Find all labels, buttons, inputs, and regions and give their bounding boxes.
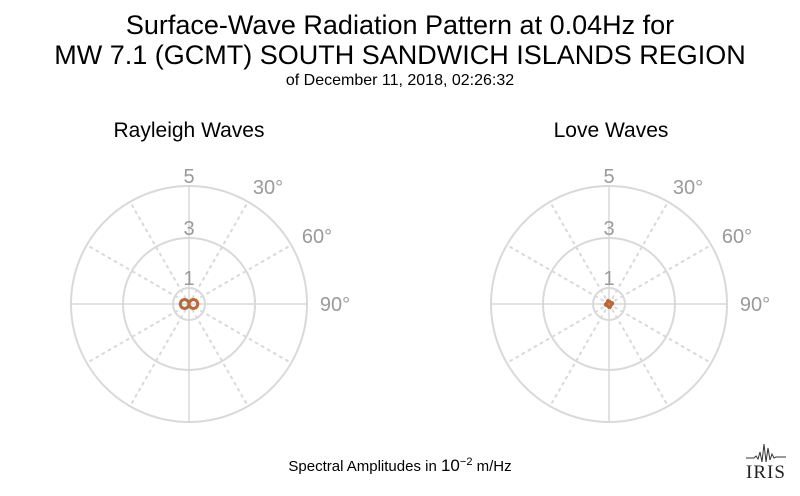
footer-base: 10: [440, 456, 460, 475]
chart-title-line-2: MW 7.1 (GCMT) SOUTH SANDWICH ISLANDS REG…: [54, 40, 746, 70]
footer-prefix: Spectral Amplitudes in: [288, 458, 441, 475]
love-spoke-300: [505, 244, 610, 305]
rayleigh-angle-tick-60: 60°: [302, 226, 332, 248]
love-angle-tick-90: 90°: [740, 294, 770, 316]
love-angle-tick-30: 30°: [673, 177, 703, 199]
rayleigh-spoke-120: [188, 303, 293, 364]
love-spoke-330: [549, 200, 610, 305]
footer-unit: m/Hz: [472, 458, 512, 475]
love-ring-5: [490, 185, 728, 423]
rayleigh-spoke-30: [188, 200, 249, 305]
love-spoke-240: [505, 303, 610, 364]
seismogram-icon: [746, 443, 786, 463]
love-ring-3: [542, 237, 676, 371]
title-block: Surface-Wave Radiation Pattern at 0.04Hz…: [0, 10, 800, 92]
rayleigh-radial-tick-3: 3: [183, 218, 194, 240]
love-panel-title: Love Waves: [553, 119, 669, 142]
iris-logo: IRIS: [744, 440, 788, 486]
love-radial-tick-1: 1: [603, 268, 614, 290]
love-spoke-210: [549, 303, 610, 408]
rayleigh-spoke-60: [188, 244, 293, 305]
rayleigh-angle-tick-30: 30°: [253, 177, 283, 199]
rayleigh-spoke-240: [85, 303, 190, 364]
love-angle-tick-60: 60°: [722, 226, 752, 248]
love-radial-tick-5: 5: [603, 166, 614, 188]
rayleigh-ring-3: [122, 237, 256, 371]
rayleigh-spoke-300: [85, 244, 190, 305]
rayleigh-spoke-330: [129, 200, 190, 305]
rayleigh-radiation-pattern-0: [178, 297, 200, 311]
rayleigh-radial-tick-1: 1: [183, 268, 194, 290]
love-spoke-30: [608, 200, 669, 305]
iris-logo-text: IRIS: [746, 462, 786, 483]
love-ring-1: [592, 287, 626, 321]
love-spoke-120: [608, 303, 713, 364]
love-spoke-60: [608, 244, 713, 305]
rayleigh-panel-title: Rayleigh Waves: [113, 119, 265, 142]
footer-exponent: −2: [459, 456, 473, 468]
rayleigh-ring-5: [70, 185, 308, 423]
rayleigh-ring-1: [172, 287, 206, 321]
chart-title-line-1: Surface-Wave Radiation Pattern at 0.04Hz…: [125, 10, 675, 40]
rayleigh-radial-tick-5: 5: [183, 166, 194, 188]
rayleigh-spoke-150: [188, 303, 249, 408]
spectral-amplitudes-note: Spectral Amplitudes in 10−2 m/Hz: [0, 456, 800, 476]
love-radial-tick-3: 3: [603, 218, 614, 240]
rayleigh-angle-tick-90: 90°: [320, 294, 350, 316]
love-radiation-pattern-0: [603, 298, 615, 310]
rayleigh-spoke-210: [129, 303, 190, 408]
love-spoke-150: [608, 303, 669, 408]
chart-subtitle: of December 11, 2018, 02:26:32: [285, 72, 515, 89]
